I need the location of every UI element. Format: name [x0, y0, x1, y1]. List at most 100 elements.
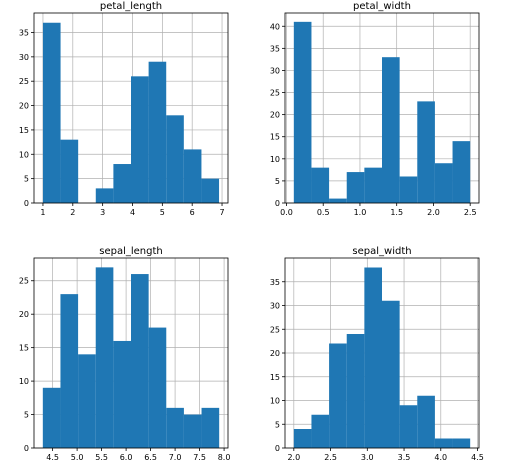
- histogram-bar: [166, 115, 184, 203]
- x-tick-label: 3: [100, 208, 105, 217]
- histogram-bar: [329, 343, 347, 448]
- histogram-bar: [293, 429, 312, 448]
- histogram-bar: [201, 178, 220, 203]
- x-tick-label: 7.0: [169, 453, 182, 462]
- x-tick-label: 1.5: [390, 208, 403, 217]
- subplot-petal-length: 1 2 3 4 5 6 7 0 5 10 15 20 25 30 35 petal_length: [19, 1, 229, 217]
- x-tick-label: 4.5: [471, 453, 484, 462]
- x-tick-label: 4.0: [434, 453, 447, 462]
- y-tick-label: 35: [270, 278, 280, 287]
- histogram-bar: [311, 414, 330, 448]
- histogram-bar: [434, 163, 453, 203]
- histogram-bar: [131, 274, 149, 448]
- x-tick-label: 2.5: [324, 453, 337, 462]
- axes-frame: [284, 12, 480, 204]
- y-tick-label: 25: [270, 325, 280, 334]
- y-tick-label: 30: [19, 53, 29, 62]
- histogram-bar: [329, 198, 347, 203]
- y-tick-label: 10: [270, 155, 280, 164]
- histogram-bar: [113, 164, 131, 203]
- subplot-petal-width: 0.0 0.5 1.0 1.5 2.0 2.5 0 5 10 15 20 25 30 35 40 petal…: [270, 1, 480, 217]
- y-tick-label: 0: [24, 444, 29, 453]
- x-tick-label: 7.5: [193, 453, 206, 462]
- x-tick-label: 2.0: [427, 208, 440, 217]
- x-tick-label: 3.0: [361, 453, 374, 462]
- x-tick-label: 4.5: [46, 453, 59, 462]
- histogram-bar: [95, 188, 114, 203]
- histogram-bar: [183, 414, 202, 448]
- subplot-sepal-length: 4.5 5.0 5.5 6.0 6.5 7.0 7.5 8.0 0 5 10 15 20 25 sepal…: [19, 246, 231, 462]
- histogram-bar: [382, 57, 400, 203]
- histogram-bar: [60, 139, 79, 203]
- histogram-bar: [201, 407, 220, 448]
- y-tick-label: 10: [270, 397, 280, 406]
- x-tick-label: 1.0: [354, 208, 367, 217]
- histogram-bar: [452, 438, 471, 448]
- subplot-title: sepal_width: [352, 246, 411, 257]
- x-tick-label: 0.0: [280, 208, 293, 217]
- y-tick-label: 20: [270, 349, 280, 358]
- x-tick-label: 6.5: [144, 453, 157, 462]
- x-tick-label: 4: [130, 208, 135, 217]
- histogram-bar: [148, 61, 167, 203]
- histogram-bar: [382, 300, 400, 448]
- histogram-bar: [364, 167, 382, 203]
- histogram-bar: [293, 21, 312, 204]
- histogram-bar: [417, 395, 435, 448]
- x-tick-label: 8.0: [218, 453, 231, 462]
- subplot-sepal-width: 2.0 2.5 3.0 3.5 4.0 4.5 0 5 10 15 20 25 30 35 sepal_w…: [270, 246, 484, 462]
- y-tick-label: 0: [275, 444, 280, 453]
- y-tick-label: 15: [270, 133, 280, 142]
- x-tick-label: 6: [190, 208, 195, 217]
- histogram-bar: [434, 438, 453, 448]
- y-tick-label: 35: [270, 44, 280, 53]
- y-tick-label: 10: [19, 377, 29, 386]
- histogram-bar: [166, 407, 184, 448]
- histogram-bar: [131, 76, 149, 203]
- histogram-bar: [364, 267, 382, 448]
- x-tick-label: 2.5: [464, 208, 477, 217]
- y-tick-label: 5: [24, 175, 29, 184]
- histogram-bar: [42, 22, 61, 203]
- histogram-bar: [399, 176, 418, 203]
- y-tick-label: 20: [270, 111, 280, 120]
- histogram-bar: [148, 327, 167, 448]
- y-tick-label: 15: [270, 373, 280, 382]
- y-tick-label: 35: [19, 28, 29, 37]
- x-tick-label: 5.5: [95, 453, 108, 462]
- x-tick-label: 1: [40, 208, 45, 217]
- histogram-bar: [42, 387, 61, 448]
- y-tick-label: 25: [19, 77, 29, 86]
- y-tick-label: 5: [275, 420, 280, 429]
- subplot-title: sepal_length: [99, 246, 163, 257]
- x-tick-label: 0.5: [317, 208, 330, 217]
- y-tick-label: 40: [270, 22, 280, 31]
- histogram-bar: [346, 172, 365, 203]
- y-tick-label: 0: [275, 199, 280, 208]
- histogram-bar: [183, 149, 202, 203]
- x-tick-label: 5.0: [71, 453, 84, 462]
- histogram-bar: [346, 334, 365, 448]
- y-tick-label: 0: [24, 199, 29, 208]
- y-tick-label: 25: [270, 89, 280, 98]
- y-tick-label: 20: [19, 310, 29, 319]
- x-tick-label: 2.0: [287, 453, 300, 462]
- y-tick-label: 5: [275, 177, 280, 186]
- y-tick-label: 10: [19, 150, 29, 159]
- y-tick-label: 5: [24, 411, 29, 420]
- x-tick-label: 3.5: [398, 453, 411, 462]
- histogram-bar: [78, 354, 96, 448]
- y-tick-label: 20: [19, 102, 29, 111]
- histogram-bar: [417, 101, 435, 203]
- subplot-title: petal_length: [100, 1, 162, 12]
- axes-frame: [33, 257, 229, 449]
- subplot-title: petal_width: [353, 1, 411, 12]
- y-tick-label: 30: [270, 302, 280, 311]
- x-tick-label: 2: [70, 208, 75, 217]
- y-tick-label: 30: [270, 66, 280, 75]
- histogram-bar: [452, 141, 471, 203]
- histogram-bar: [113, 340, 131, 448]
- histogram-bar: [399, 405, 418, 448]
- x-tick-label: 5: [160, 208, 165, 217]
